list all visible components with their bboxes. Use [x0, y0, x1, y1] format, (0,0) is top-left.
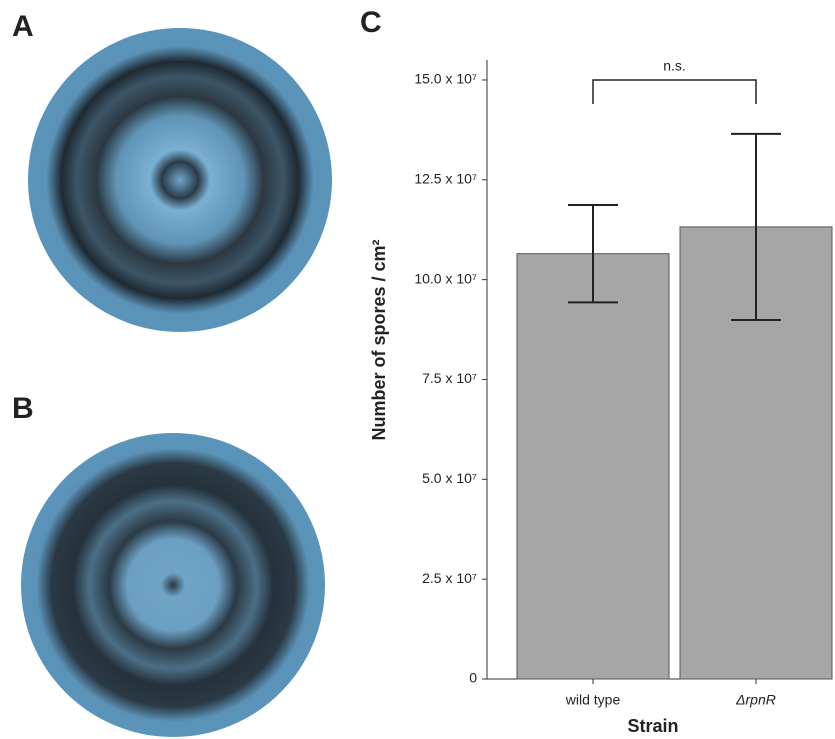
y-tick-label: 15.0 x 10⁷	[414, 71, 477, 87]
significance-bracket	[593, 80, 756, 104]
y-axis-label: Number of spores / cm²	[369, 239, 389, 440]
x-tick-label: wild type	[565, 692, 621, 708]
bar	[517, 254, 669, 679]
panel-label: C	[360, 6, 382, 39]
panel-label: A	[12, 10, 34, 43]
panel-label: B	[12, 392, 34, 425]
y-tick-label: 5.0 x 10⁷	[422, 470, 477, 486]
y-tick-label: 7.5 x 10⁷	[422, 370, 477, 386]
y-tick-label: 2.5 x 10⁷	[422, 570, 477, 586]
plate-image	[21, 433, 325, 737]
x-axis-label: Strain	[627, 716, 678, 736]
annotation: n.s.	[663, 58, 686, 74]
x-tick-label: ΔrpnR	[735, 692, 776, 708]
figure: A B C 0 2.5 x 10⁷ 5.0 x 10⁷ 7.5 x 10⁷ 10.0 x…	[0, 0, 835, 739]
y-tick-label: 0	[469, 670, 477, 686]
y-tick-label: 12.5 x 10⁷	[414, 171, 477, 187]
chart: 0 2.5 x 10⁷ 5.0 x 10⁷ 7.5 x 10⁷ 10.0 x 10⁷ 12…	[369, 58, 832, 736]
y-tick-label: 10.0 x 10⁷	[414, 270, 477, 286]
plate-image	[28, 28, 332, 332]
